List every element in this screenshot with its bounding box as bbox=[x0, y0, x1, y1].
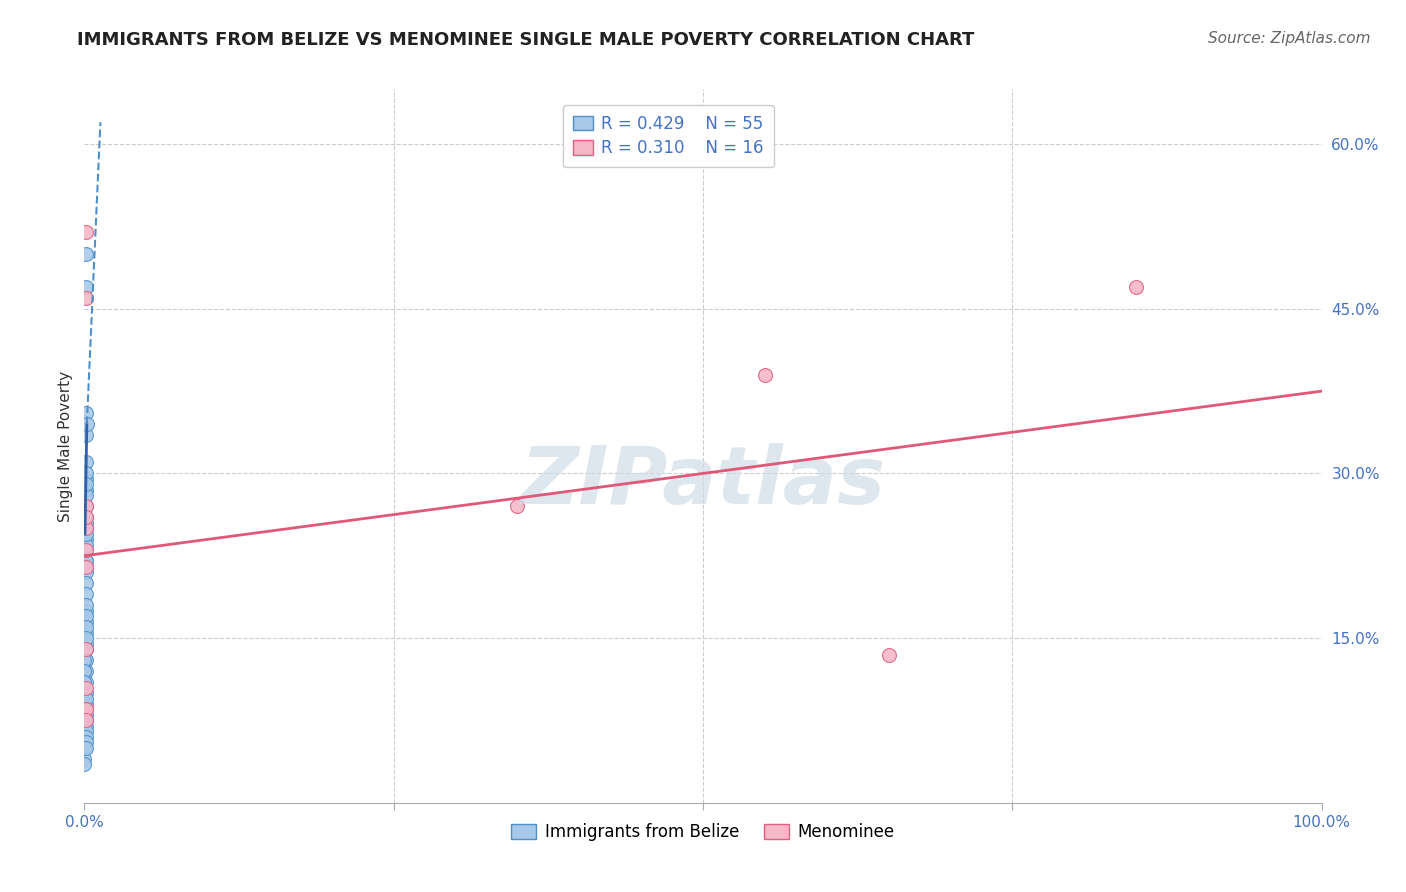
Point bbox=[75, 526, 97, 541]
Point bbox=[75, 625, 97, 640]
Point bbox=[73, 697, 96, 711]
Point bbox=[75, 500, 97, 514]
Point bbox=[75, 637, 97, 651]
Point bbox=[75, 510, 97, 524]
Point bbox=[75, 576, 97, 591]
Point bbox=[75, 598, 97, 612]
Point bbox=[75, 708, 97, 723]
Point bbox=[75, 697, 97, 711]
Point bbox=[877, 648, 900, 662]
Point bbox=[75, 533, 97, 547]
Point bbox=[73, 664, 96, 678]
Point bbox=[506, 500, 529, 514]
Point bbox=[75, 543, 97, 558]
Point bbox=[75, 559, 97, 574]
Point bbox=[75, 455, 97, 469]
Point bbox=[75, 620, 97, 634]
Point bbox=[75, 653, 97, 667]
Point bbox=[75, 538, 97, 552]
Point bbox=[73, 653, 96, 667]
Point bbox=[75, 543, 97, 558]
Text: ZIPatlas: ZIPatlas bbox=[520, 442, 886, 521]
Point bbox=[75, 488, 97, 502]
Point bbox=[75, 691, 97, 706]
Point bbox=[75, 483, 97, 497]
Point bbox=[75, 642, 97, 657]
Point bbox=[75, 702, 97, 716]
Point bbox=[75, 521, 97, 535]
Point bbox=[75, 587, 97, 601]
Text: IMMIGRANTS FROM BELIZE VS MENOMINEE SINGLE MALE POVERTY CORRELATION CHART: IMMIGRANTS FROM BELIZE VS MENOMINEE SING… bbox=[77, 31, 974, 49]
Point bbox=[754, 368, 776, 382]
Point bbox=[75, 631, 97, 645]
Point bbox=[75, 609, 97, 624]
Point bbox=[75, 291, 97, 305]
Point bbox=[75, 566, 97, 580]
Point bbox=[75, 247, 97, 261]
Point bbox=[75, 477, 97, 491]
Point bbox=[75, 280, 97, 294]
Y-axis label: Single Male Poverty: Single Male Poverty bbox=[58, 370, 73, 522]
Point bbox=[75, 615, 97, 629]
Point bbox=[75, 500, 97, 514]
Point bbox=[75, 225, 97, 239]
Point bbox=[75, 664, 97, 678]
Point bbox=[73, 740, 96, 755]
Point bbox=[73, 752, 96, 766]
Point bbox=[75, 714, 97, 728]
Point bbox=[75, 406, 97, 420]
Point bbox=[75, 428, 97, 442]
Point bbox=[75, 510, 97, 524]
Point bbox=[75, 740, 97, 755]
Point bbox=[73, 708, 96, 723]
Point bbox=[75, 467, 97, 481]
Point bbox=[75, 521, 97, 535]
Point bbox=[75, 675, 97, 690]
Point bbox=[75, 472, 97, 486]
Legend: Immigrants from Belize, Menominee: Immigrants from Belize, Menominee bbox=[505, 817, 901, 848]
Point bbox=[75, 604, 97, 618]
Point bbox=[73, 675, 96, 690]
Point bbox=[76, 417, 98, 431]
Point bbox=[75, 681, 97, 695]
Point bbox=[75, 642, 97, 657]
Text: Source: ZipAtlas.com: Source: ZipAtlas.com bbox=[1208, 31, 1371, 46]
Point bbox=[73, 757, 96, 772]
Point bbox=[75, 559, 97, 574]
Point bbox=[75, 554, 97, 568]
Point bbox=[75, 724, 97, 739]
Point bbox=[75, 719, 97, 733]
Point bbox=[75, 686, 97, 700]
Point bbox=[75, 554, 97, 568]
Point bbox=[75, 516, 97, 530]
Point bbox=[1125, 280, 1147, 294]
Point bbox=[75, 702, 97, 716]
Point bbox=[75, 730, 97, 744]
Point bbox=[75, 735, 97, 749]
Point bbox=[75, 714, 97, 728]
